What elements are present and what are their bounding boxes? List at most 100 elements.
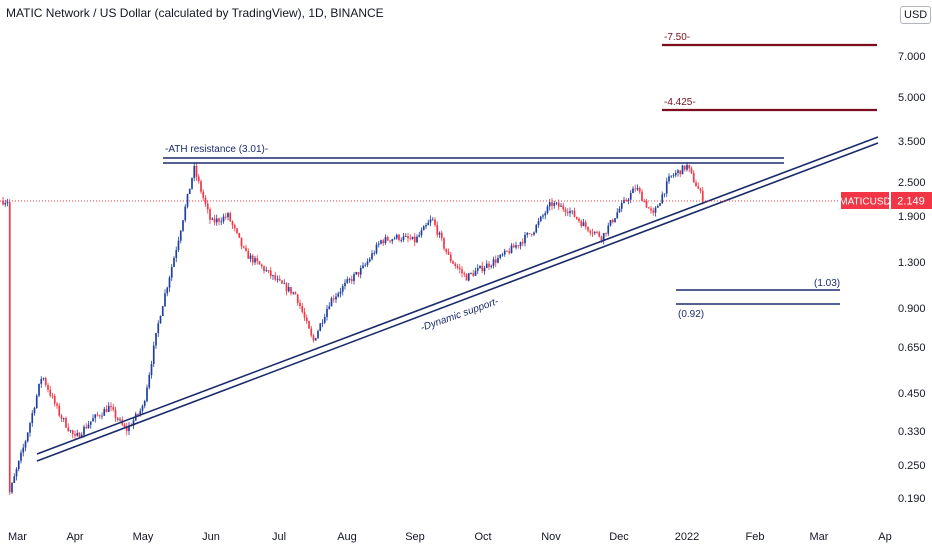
candle [123,422,126,428]
candle [481,261,484,274]
candle [265,266,268,272]
candle [431,217,434,221]
candle [114,406,117,422]
candle [569,207,571,218]
candle [632,186,634,194]
candle [359,265,362,279]
candle [411,236,414,240]
candle [166,286,169,297]
y-tick-label: 1.900 [898,211,926,223]
candle [483,265,486,275]
candle [150,360,153,379]
candle [398,233,400,242]
candle [580,219,583,228]
candle [521,238,524,247]
dynamic-support-line-lower[interactable] [36,142,879,462]
candle [602,232,605,245]
candle [6,198,9,207]
candle [443,237,445,251]
candle [494,255,497,268]
candle [438,231,441,238]
candle [56,401,58,409]
candle [492,256,495,269]
y-tick-label: 0.450 [898,388,926,400]
y-tick-label: 2.500 [898,177,926,189]
candle [119,417,121,422]
candle [402,233,405,243]
candle [456,263,459,270]
candle [350,275,353,284]
level-4-425-label: -4.425- [664,97,696,108]
x-tick-label: Nov [541,531,561,543]
candle [159,315,162,324]
candle [463,271,466,278]
candle [564,207,567,217]
candle [211,217,214,221]
candle [92,414,94,422]
candle [440,230,443,241]
candle [206,200,209,214]
candles-layer [2,162,704,496]
candle [209,207,211,224]
candle [94,413,97,423]
candle [47,382,49,393]
last-price-badge: MATICUSD 2.149 [839,192,932,209]
candle [103,407,106,416]
time-axis[interactable]: Mar Apr May Jun Jul Aug Sep Oct Nov Dec 2022 Feb Mar… [8,531,892,543]
candle [413,233,416,247]
candle [290,286,292,296]
candle [231,220,234,230]
candle [341,284,344,296]
candle [672,173,675,178]
candle [78,431,81,438]
candle [663,193,666,198]
y-tick-label: 3.500 [898,136,926,148]
candle [553,200,556,209]
symbol-badge-label: MATICUSD [839,197,890,208]
candle [519,241,522,250]
candle [260,263,263,269]
candle [677,168,679,177]
candle [157,320,160,337]
candle [11,481,13,494]
candle [170,264,173,281]
candle [598,230,601,238]
candle [690,166,693,175]
candle [285,282,288,296]
candle [128,421,130,436]
candle [348,277,351,284]
candle [501,252,504,257]
price-badge [891,192,932,209]
ath-resistance-label: -ATH resistance (3.01)- [165,144,268,155]
candle [546,204,549,215]
candle [544,210,547,220]
candle [314,337,317,341]
y-tick-label: 0.190 [898,493,926,505]
candle [213,214,216,226]
level-7-50-label: -7.50- [664,32,690,43]
candle [292,291,295,295]
x-tick-label: Jun [202,531,220,543]
candle [29,421,31,437]
candle [668,173,670,184]
currency-selector[interactable]: USD [900,6,932,24]
candle [44,376,47,387]
candle [420,227,423,238]
candle [670,175,673,178]
candle [593,231,596,235]
price-axis[interactable]: 7.000 5.000 3.500 2.500 1.900 1.300 0.900 0.650… [898,51,926,505]
candle [179,229,182,244]
candle [146,384,148,403]
candle [101,412,103,420]
candle [535,223,538,234]
dynamic-support-line-upper[interactable] [36,136,879,455]
candle [380,239,382,245]
candle [184,204,187,223]
candle [573,207,576,218]
candle [337,291,340,298]
candle [357,271,360,278]
candle [434,217,436,227]
candle [490,264,493,269]
candle [141,404,144,415]
